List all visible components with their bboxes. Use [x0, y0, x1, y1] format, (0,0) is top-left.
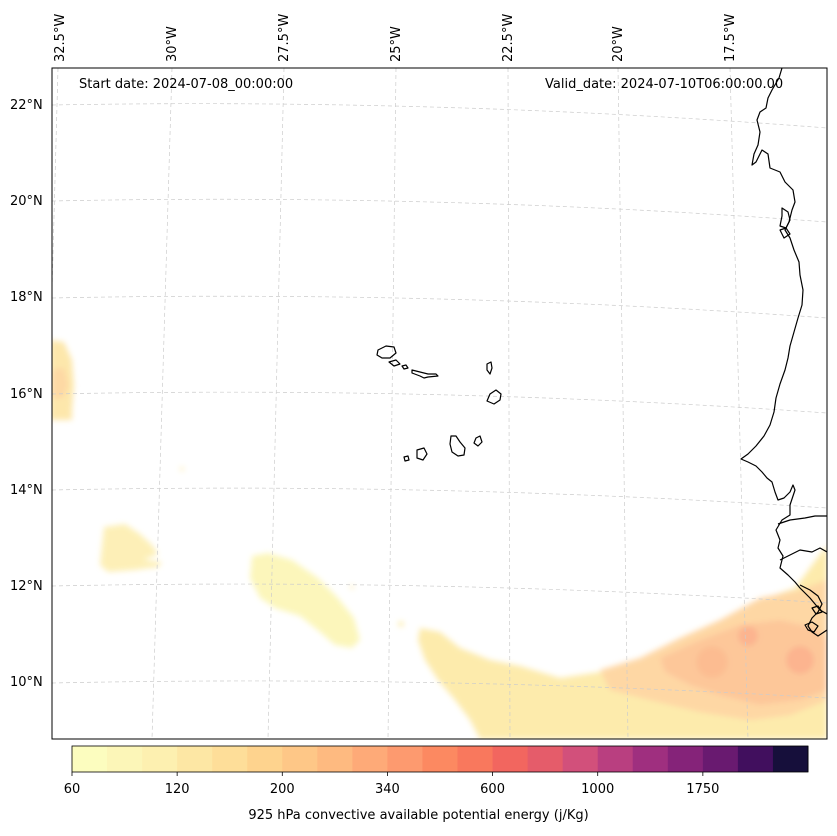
parallel	[52, 103, 827, 129]
longitude-label: 32.5°W	[53, 13, 68, 62]
island-brava	[403, 455, 410, 462]
colorbar-cell	[597, 746, 634, 772]
colorbar-tick-label: 600	[480, 782, 505, 797]
colorbar-cell	[562, 746, 599, 772]
cape-area-central	[250, 553, 360, 648]
island-boa-vista	[486, 389, 502, 405]
parallel	[52, 487, 827, 509]
island-dakhla-2	[779, 227, 791, 239]
longitude-label: 20°W	[611, 26, 626, 62]
island-sal	[486, 361, 493, 375]
latitude-label: 12°N	[10, 579, 43, 594]
colorbar-cell	[107, 746, 143, 772]
cape-shading	[52, 340, 827, 739]
longitude-label: 17.5°W	[723, 13, 738, 62]
guinea-coast	[799, 584, 827, 637]
bijagos-coast	[779, 547, 827, 561]
colorbar	[72, 746, 809, 772]
latitude-label: 18°N	[10, 290, 43, 305]
island-maio	[473, 435, 483, 447]
parallel	[52, 583, 827, 604]
longitude-label: 27.5°W	[277, 13, 292, 62]
parallel	[52, 391, 827, 414]
island-sao-nicolau	[411, 369, 439, 379]
map-area	[52, 68, 827, 739]
colorbar-cell	[737, 746, 774, 772]
colorbar-cell	[457, 746, 494, 772]
colorbar-cell	[282, 746, 318, 772]
colorbar-cell	[142, 746, 178, 772]
island-santo-antao	[376, 345, 397, 359]
longitude-label: 30°W	[165, 26, 180, 62]
colorbar-cell	[422, 746, 459, 772]
colorbar-cell	[72, 746, 108, 772]
colorbar-cell	[177, 746, 213, 772]
colorbar-border	[71, 745, 809, 773]
longitude-label: 25°W	[389, 26, 404, 62]
cape-area-southwest	[100, 524, 162, 572]
colorbar-cell	[632, 746, 669, 772]
colorbar-cell	[702, 746, 739, 772]
island-fogo	[416, 447, 428, 461]
cape-area-southeast-core	[660, 620, 827, 705]
cape-spot-6	[398, 621, 404, 627]
island-santa-luzia	[401, 364, 409, 370]
colorbar-tick-label: 1000	[581, 782, 615, 797]
parallel	[52, 198, 827, 223]
map-border	[51, 67, 828, 740]
african-coastline	[740, 68, 827, 615]
cape-spot-4	[180, 467, 184, 471]
cape-area-west-core	[52, 368, 68, 398]
cape-spot-5	[350, 585, 354, 589]
colorbar-cell	[387, 746, 423, 772]
coastlines	[376, 68, 827, 637]
latitude-label: 22°N	[10, 98, 43, 113]
coastal-islands-guinea-2	[811, 605, 823, 615]
graticule	[52, 68, 827, 739]
latitude-label: 10°N	[10, 675, 43, 690]
gambia-coast	[777, 515, 827, 525]
colorbar-ticks	[71, 772, 704, 776]
cape-spot-1	[696, 646, 728, 678]
colorbar-cell	[352, 746, 388, 772]
cape-spot-2	[738, 626, 758, 646]
colorbar-cell	[247, 746, 283, 772]
valid-date-text: Valid_date: 2024-07-10T06:00:00.00	[545, 77, 784, 92]
latitude-label: 16°N	[10, 387, 43, 402]
start-date-text: Start date: 2024-07-08_00:00:00	[79, 77, 294, 92]
colorbar-cell	[667, 746, 704, 772]
colorbar-cell	[527, 746, 564, 772]
colorbar-tick-label: 60	[63, 782, 81, 797]
latitude-label: 20°N	[10, 194, 43, 209]
latitude-label: 14°N	[10, 483, 43, 498]
parallel	[52, 295, 827, 319]
island-santiago	[449, 435, 466, 457]
colorbar-tick-label: 120	[164, 782, 190, 797]
colorbar-cell	[772, 746, 809, 772]
parallel	[52, 680, 827, 699]
colorbar-cell	[317, 746, 353, 772]
colorbar-label: 925 hPa convective available potential e…	[248, 808, 589, 823]
island-sao-vicente	[388, 359, 401, 367]
cape-spot-3	[786, 646, 814, 674]
coastal-islands-guinea	[804, 621, 819, 633]
longitude-label: 22.5°W	[501, 13, 516, 62]
colorbar-cell	[492, 746, 529, 772]
colorbar-cell	[212, 746, 248, 772]
colorbar-tick-label: 200	[269, 782, 295, 797]
colorbar-tick-label: 1750	[686, 782, 720, 797]
colorbar-tick-label: 340	[375, 782, 400, 797]
